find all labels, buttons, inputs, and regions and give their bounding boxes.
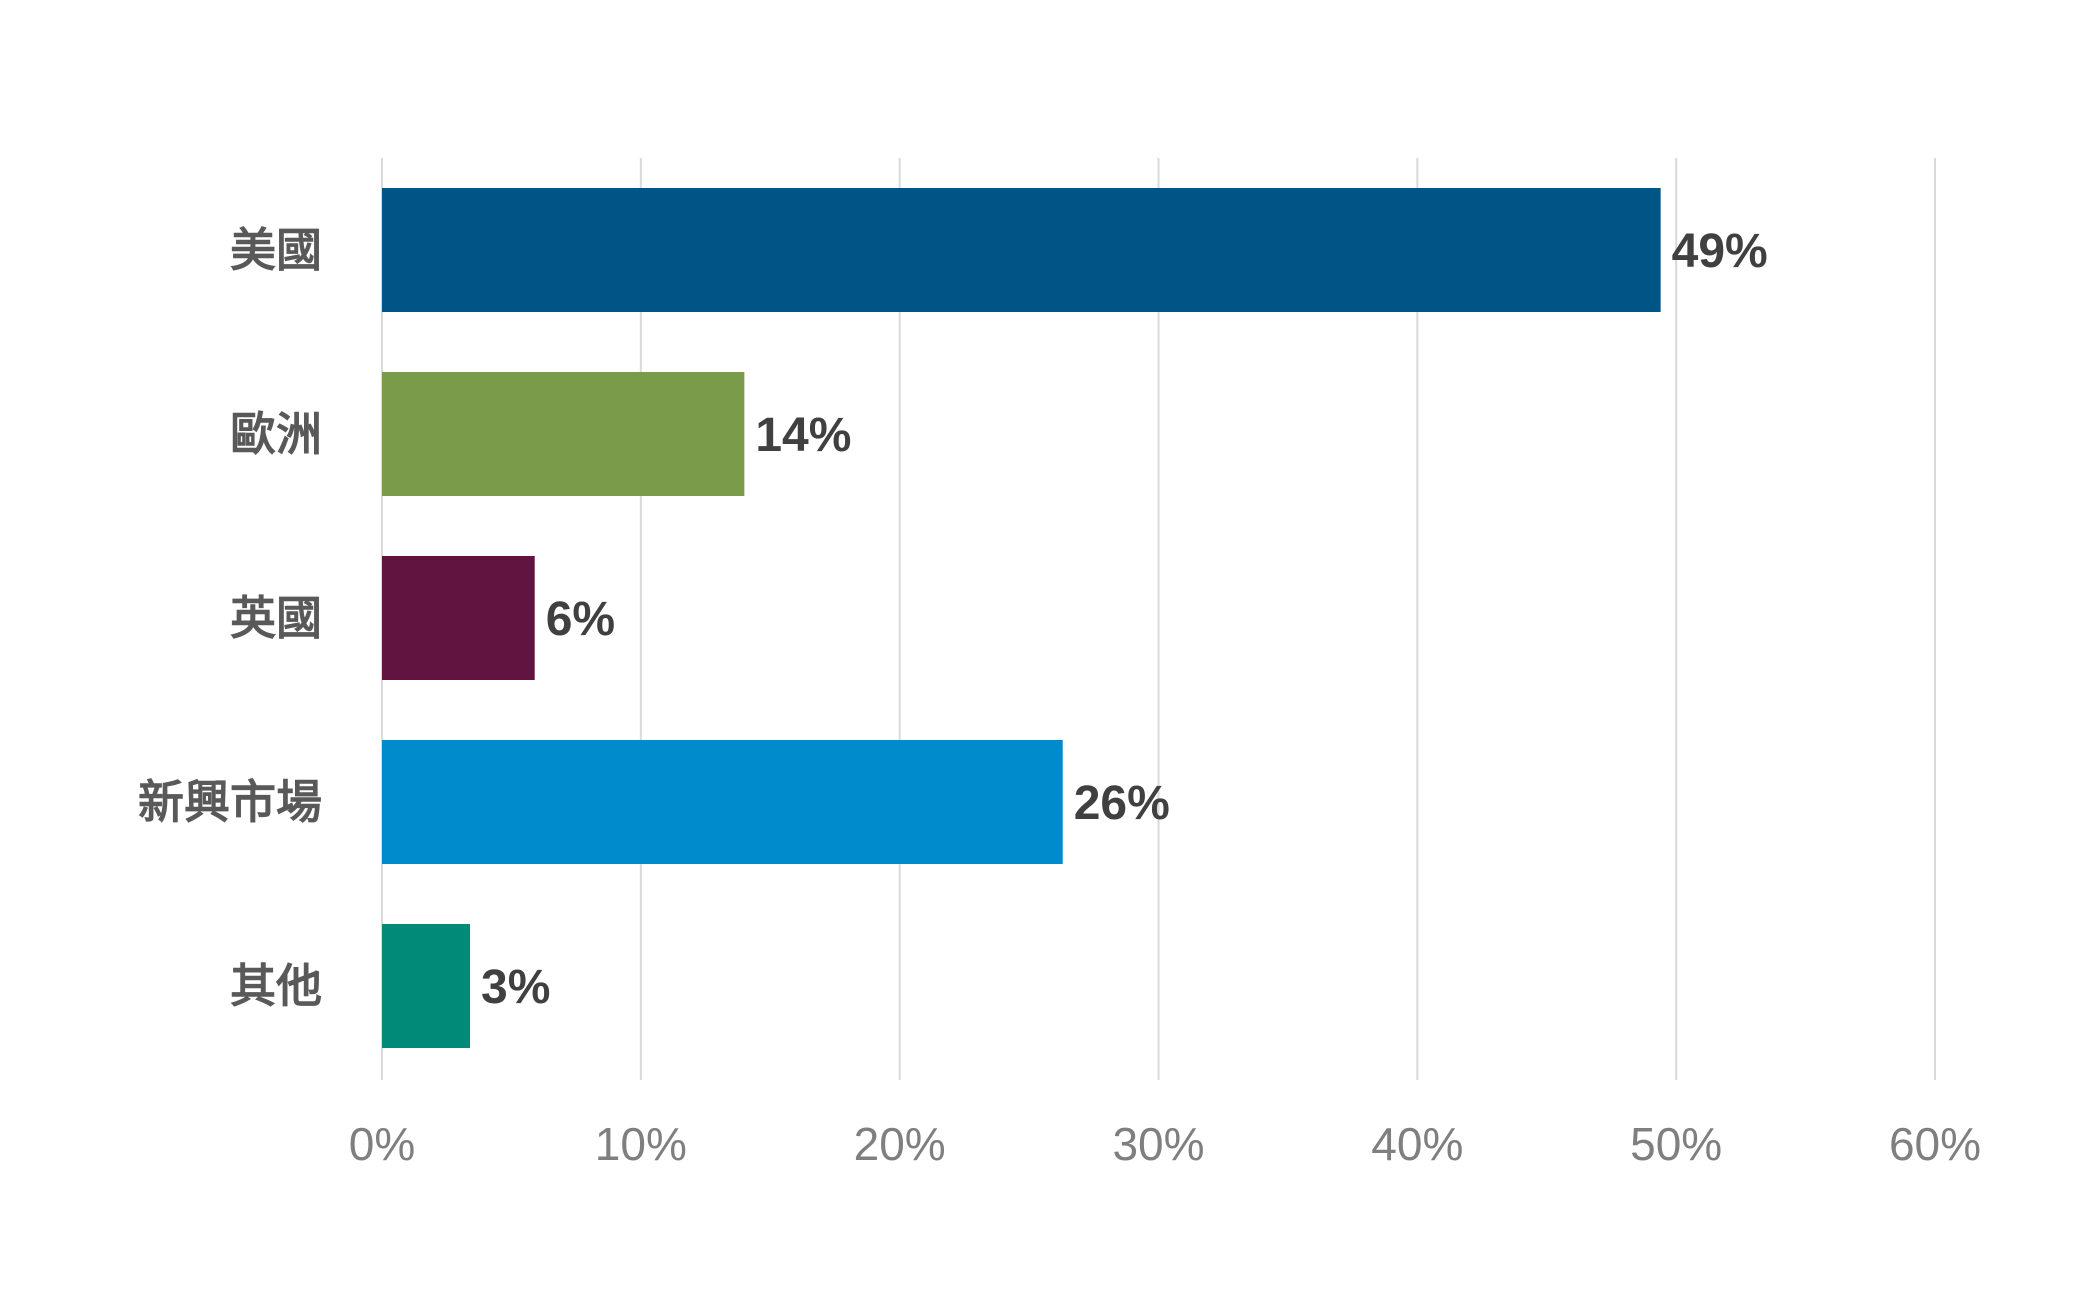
data-label: 3% bbox=[481, 961, 550, 1014]
category-label: 歐洲 bbox=[230, 407, 322, 461]
bar-2 bbox=[382, 556, 535, 680]
x-tick-label: 30% bbox=[1112, 1118, 1204, 1170]
x-tick-label: 10% bbox=[595, 1118, 687, 1170]
category-label: 英國 bbox=[230, 591, 322, 645]
data-label: 6% bbox=[546, 593, 615, 646]
data-label: 14% bbox=[755, 409, 851, 462]
x-tick-label: 50% bbox=[1630, 1118, 1722, 1170]
x-tick-label: 0% bbox=[349, 1118, 415, 1170]
x-tick-label: 60% bbox=[1889, 1118, 1981, 1170]
x-tick-label: 40% bbox=[1371, 1118, 1463, 1170]
category-label: 新興市場 bbox=[138, 775, 322, 829]
data-label: 26% bbox=[1074, 777, 1170, 830]
data-label: 49% bbox=[1672, 225, 1768, 278]
bars bbox=[382, 188, 1661, 1048]
bar-4 bbox=[382, 924, 471, 1048]
bar-3 bbox=[382, 740, 1063, 864]
category-label: 美國 bbox=[230, 223, 322, 277]
labels: 0% 10% 20% 30% 40% 50% 60% 美國 49% 歐洲 14% 英國 6% 新興市場 26… bbox=[138, 223, 1981, 1170]
bar-1 bbox=[382, 372, 745, 496]
category-label: 其他 bbox=[230, 959, 322, 1013]
bar-0 bbox=[382, 188, 1661, 312]
x-tick-label: 20% bbox=[854, 1118, 946, 1170]
